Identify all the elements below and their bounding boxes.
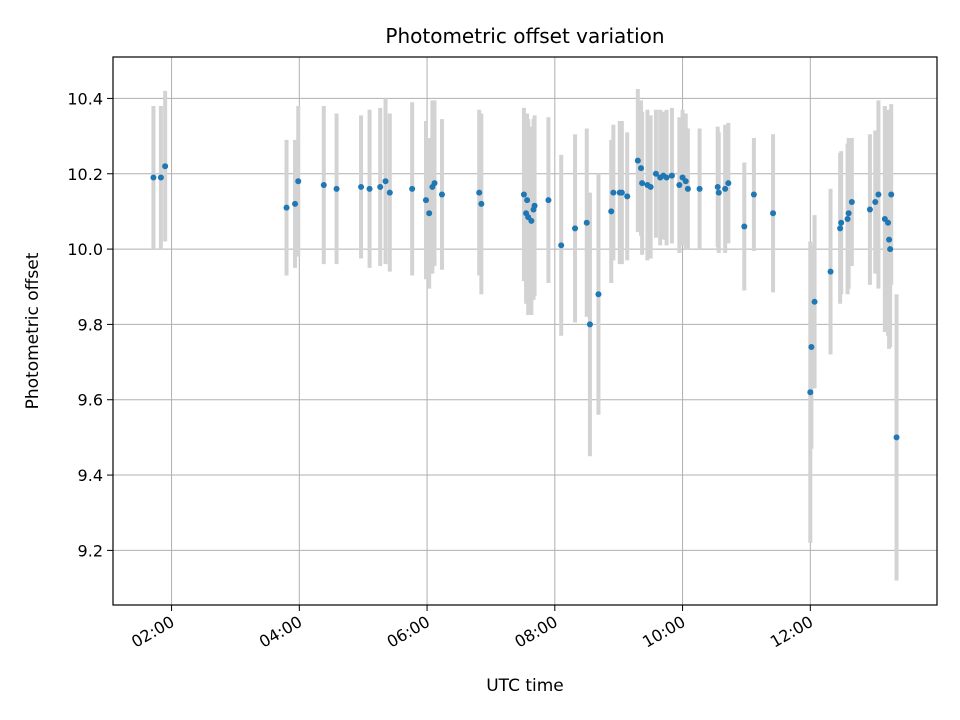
data-point (426, 210, 433, 217)
y-tick-label: 9.8 (78, 315, 103, 334)
data-point (639, 180, 646, 187)
data-point (358, 183, 365, 190)
data-point (668, 172, 675, 179)
data-point (283, 204, 290, 211)
data-point (893, 434, 900, 441)
plot-frame (112, 56, 938, 606)
data-point (647, 183, 654, 190)
data-point (885, 219, 892, 226)
data-point (583, 219, 590, 226)
x-tick-label: 04:00 (256, 612, 305, 652)
data-point (333, 185, 340, 192)
y-tick-label: 9.6 (78, 391, 103, 410)
data-point (725, 180, 732, 187)
data-point (162, 163, 169, 170)
y-tick-label: 10.4 (67, 89, 103, 108)
y-tick-label: 9.2 (78, 541, 103, 560)
data-point (524, 197, 531, 204)
y-axis-title: Photometric offset (23, 252, 43, 409)
data-points (150, 157, 900, 441)
data-point (715, 189, 722, 196)
data-point (684, 185, 691, 192)
y-tick-label: 9.4 (78, 466, 103, 485)
data-point (624, 193, 631, 200)
data-point (872, 199, 879, 206)
data-point (838, 219, 845, 226)
data-point (808, 344, 815, 351)
data-point (807, 389, 814, 396)
data-point (545, 197, 552, 204)
data-point (366, 185, 373, 192)
data-point (608, 208, 615, 215)
data-point (558, 242, 565, 249)
x-tick-label: 02:00 (128, 612, 177, 652)
data-point (827, 268, 834, 275)
data-point (382, 178, 389, 185)
x-axis-title: UTC time (486, 676, 564, 696)
data-point (422, 197, 429, 204)
data-point (696, 185, 703, 192)
data-point (292, 200, 299, 207)
x-axis: 02:00 04:00 06:00 08:00 10:00 12:00 (128, 605, 816, 652)
data-point (676, 182, 683, 189)
data-point (638, 165, 645, 172)
data-point (663, 174, 670, 181)
data-point (295, 178, 302, 185)
data-point (722, 185, 729, 192)
data-point (478, 200, 485, 207)
data-point (476, 189, 483, 196)
data-point (634, 157, 641, 164)
data-point (845, 210, 852, 217)
data-point (157, 174, 164, 181)
data-point (610, 189, 617, 196)
x-tick-label: 12:00 (767, 612, 816, 652)
data-point (741, 223, 748, 230)
y-tick-label: 10.2 (67, 165, 103, 184)
data-point (811, 298, 818, 305)
data-point (750, 191, 757, 198)
chart-title: Photometric offset variation (385, 24, 664, 48)
data-point (520, 191, 527, 198)
y-axis: 9.2 9.4 9.6 9.8 10.0 10.2 10.4 (67, 89, 113, 560)
x-tick-label: 06:00 (384, 612, 433, 652)
data-point (770, 210, 777, 217)
data-point (528, 217, 535, 224)
data-point (438, 191, 445, 198)
data-point (848, 199, 855, 206)
data-point (887, 246, 894, 253)
x-tick-label: 08:00 (511, 612, 560, 652)
x-tick-label: 10:00 (639, 612, 688, 652)
data-point (682, 178, 689, 185)
data-point (595, 291, 602, 298)
data-point (386, 189, 393, 196)
data-point (618, 189, 625, 196)
data-point (320, 182, 327, 189)
data-point (586, 321, 593, 328)
data-point (888, 191, 895, 198)
data-point (652, 170, 659, 177)
data-point (531, 202, 538, 209)
data-point (431, 180, 438, 187)
data-point (886, 236, 893, 243)
data-point (837, 225, 844, 232)
data-point (875, 191, 882, 198)
data-point (409, 185, 416, 192)
data-point (572, 225, 579, 232)
data-point (714, 183, 721, 190)
data-point (377, 183, 384, 190)
data-point (866, 206, 873, 213)
y-tick-label: 10.0 (67, 240, 103, 259)
data-point (150, 174, 157, 181)
data-point (844, 215, 851, 222)
